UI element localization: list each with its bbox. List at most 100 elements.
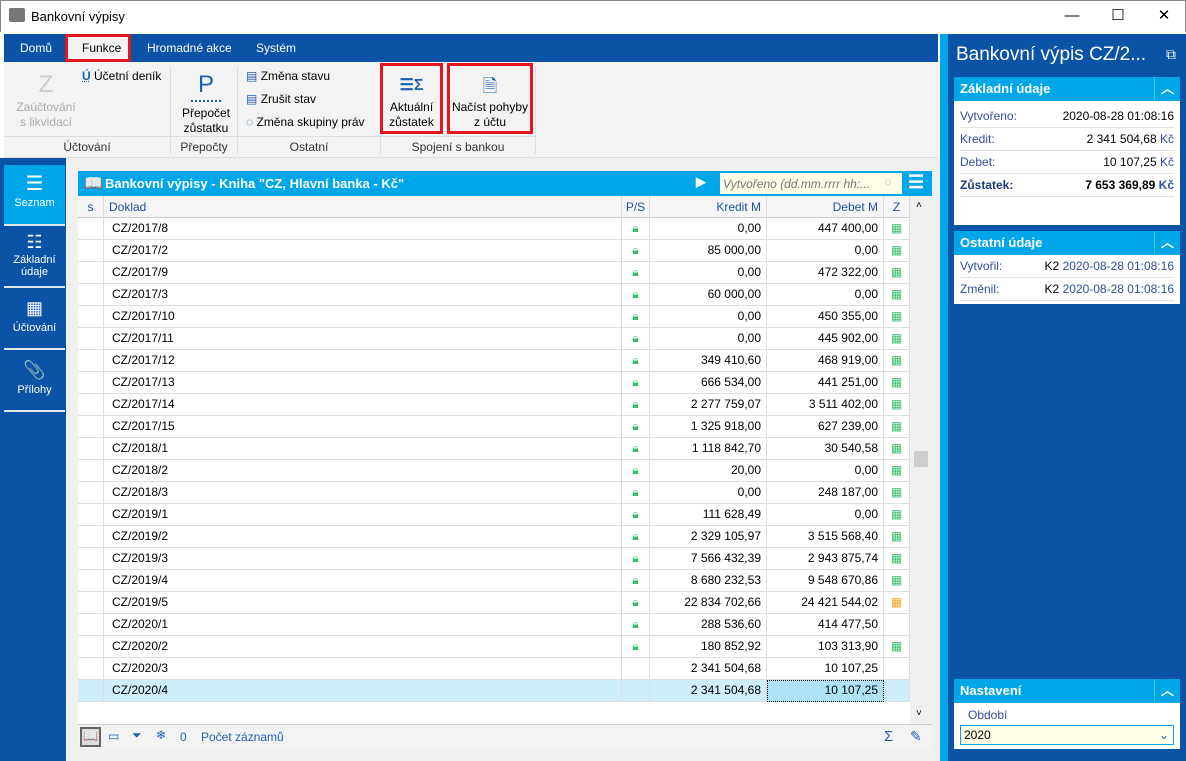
panel-splitter[interactable] [940, 34, 948, 761]
table-row[interactable]: CZ/2017/15 🔒︎ 1 325 918,00 627 239,00 ▦ [78, 416, 910, 438]
cell-z: ▦ [884, 438, 910, 460]
scroll-up-icon[interactable]: ˄ [916, 200, 922, 211]
zmenil-value: 2020-08-28 01:08:16 [1062, 282, 1174, 296]
table-row[interactable]: CZ/2018/1 🔒︎ 1 118 842,70 30 540,58 ▦ [78, 438, 910, 460]
aktualni-zustatek-button[interactable]: ☰Σ Aktuální zůstatek [380, 63, 443, 134]
zmena-stavu-button[interactable]: ▤ Změna stavu [246, 69, 331, 83]
cell-kredit: 288 536,60 [650, 614, 767, 636]
cell-kredit: 0,00 [650, 306, 767, 328]
user: K2 [1044, 259, 1060, 273]
tab-funkce[interactable]: Funkce [65, 34, 131, 62]
minimize-button[interactable]: — [1064, 7, 1080, 24]
filter-icon[interactable]: ⏷ [132, 728, 142, 742]
cell-debet: 441 251,00 [767, 372, 884, 394]
hamburger-menu-icon[interactable]: ☰ [908, 172, 925, 192]
cell-z: ▦ [884, 372, 910, 394]
record-count-button[interactable]: Počet záznamů [201, 730, 284, 744]
cell-s [78, 416, 104, 438]
cell-ps: 🔒︎ [622, 284, 650, 306]
col-header-doklad[interactable]: Doklad [104, 196, 622, 218]
col-header-kredit[interactable]: Kredit M [650, 196, 767, 218]
zrusit-stav-button[interactable]: ▤ Zrušit stav [246, 92, 317, 106]
grid-title-bar: 📖 Bankovní výpisy - Kniha "CZ, Hlavní ba… [78, 171, 932, 196]
obdobi-select[interactable]: 2020 ⌄ [960, 725, 1174, 745]
table-row[interactable]: CZ/2018/2 🔒︎ 20,00 0,00 ▦ [78, 460, 910, 482]
tab-domu[interactable]: Domů [20, 41, 53, 55]
table-row[interactable]: CZ/2020/4 2 341 504,68 10 107,25 [78, 680, 910, 702]
nav-seznam[interactable]: ☰ Seznam [4, 165, 65, 226]
table-row[interactable]: CZ/2019/4 🔒︎ 8 680 232,53 9 548 670,86 ▦ [78, 570, 910, 592]
zmena-skupiny-prav-button[interactable]: ◌ Změna skupiny práv [246, 115, 365, 129]
cell-doklad: CZ/2020/1 [104, 614, 622, 636]
close-button[interactable]: ✕ [1157, 7, 1171, 24]
snowflake-icon[interactable]: ❄ [156, 728, 167, 742]
edit-icon[interactable]: ✎ [910, 728, 922, 744]
cell-ps: 🔒︎ [622, 328, 650, 350]
archive-icon[interactable]: ▭ [108, 729, 120, 743]
table-row[interactable]: CZ/2017/10 🔒︎ 0,00 450 355,00 ▦ [78, 306, 910, 328]
sum-icon[interactable]: Σ [884, 728, 894, 745]
prepocet-zustatku-button[interactable]: P Přepočet zůstatku [181, 70, 231, 135]
table-row[interactable]: CZ/2019/5 🔒︎ 22 834 702,66 24 421 544,02… [78, 592, 910, 614]
collapse-icon[interactable]: ︿ [1154, 679, 1180, 703]
cell-z: ▦ [884, 504, 910, 526]
detail-title: Bankovní výpis CZ/2... [956, 44, 1147, 65]
table-row[interactable]: CZ/2017/14 🔒︎ 2 277 759,07 3 511 402,00 … [78, 394, 910, 416]
cell-z: ▦ [884, 548, 910, 570]
table-row[interactable]: CZ/2019/3 🔒︎ 7 566 432,39 2 943 875,74 ▦ [78, 548, 910, 570]
cell-s [78, 438, 104, 460]
maximize-button[interactable]: ☐ [1111, 7, 1125, 24]
table-row[interactable]: CZ/2017/3 🔒︎ 60 000,00 0,00 ▦ [78, 284, 910, 306]
table-row[interactable]: CZ/2017/12 🔒︎ 349 410,60 468 919,00 ▦ [78, 350, 910, 372]
collapse-icon[interactable]: ︿ [1154, 231, 1180, 255]
table-row[interactable]: CZ/2018/3 🔒︎ 0,00 248 187,00 ▦ [78, 482, 910, 504]
table-row[interactable]: CZ/2019/1 🔒︎ 111 628,49 0,00 ▦ [78, 504, 910, 526]
scroll-down-icon[interactable]: ˅ [916, 708, 922, 719]
scrollbar[interactable]: ˄ ˅ [910, 196, 932, 724]
scrollbar-thumb[interactable] [914, 451, 928, 467]
cell-s [78, 592, 104, 614]
ucetni-denik-button[interactable]: Ú Účetní deník [82, 69, 162, 83]
col-header-s[interactable]: s [78, 196, 104, 218]
cell-debet: 447 400,00 [767, 218, 884, 240]
table-row[interactable]: CZ/2017/13 🔒︎ 666 534,00 441 251,00 ▦ [78, 372, 910, 394]
play-dropdown-icon[interactable]: ▶ [696, 174, 706, 189]
book-view-icon[interactable]: 📖 [80, 727, 101, 747]
table-row[interactable]: CZ/2017/2 🔒︎ 85 000,00 0,00 ▦ [78, 240, 910, 262]
cell-ps: 🔒︎ [622, 526, 650, 548]
cell-s [78, 240, 104, 262]
tab-hromadne-akce[interactable]: Hromadné akce [147, 41, 232, 55]
cell-kredit: 666 534,00 [650, 372, 767, 394]
nav-zakladni-udaje[interactable]: ☷ Základní údaje [4, 226, 65, 288]
calculator-icon: ▦ [890, 309, 903, 323]
p-icon: P [191, 70, 221, 102]
table-row[interactable]: CZ/2020/2 🔒︎ 180 852,92 103 313,90 ▦ [78, 636, 910, 658]
col-header-z[interactable]: Z [884, 196, 910, 218]
tab-system[interactable]: Systém [256, 41, 297, 55]
lock-icon: 🔒︎ [632, 265, 639, 279]
calculator-icon: ▦ [890, 221, 903, 235]
cell-s [78, 394, 104, 416]
col-header-debet[interactable]: Debet M [767, 196, 884, 218]
search-input[interactable] [720, 173, 902, 194]
table-row[interactable]: CZ/2017/9 🔒︎ 0,00 472 322,00 ▦ [78, 262, 910, 284]
open-external-icon[interactable]: ⧉ [1166, 46, 1176, 62]
lock-icon: 🔒︎ [632, 397, 639, 411]
table-row[interactable]: CZ/2019/2 🔒︎ 2 329 105,97 3 515 568,40 ▦ [78, 526, 910, 548]
lock-icon: 🔒︎ [632, 551, 639, 565]
calculator-icon: ▦ [890, 485, 903, 499]
zauctovani-button[interactable]: Z Zaúčtování s likvidací [8, 70, 84, 130]
collapse-icon[interactable]: ︿ [1154, 77, 1180, 101]
cell-ps: 🔒︎ [622, 570, 650, 592]
cell-kredit: 0,00 [650, 328, 767, 350]
nacist-pohyby-button[interactable]: 🗎 Načíst pohyby z účtu [447, 63, 533, 134]
cell-doklad: CZ/2019/4 [104, 570, 622, 592]
nav-prilohy[interactable]: 📎 Přílohy [4, 350, 65, 412]
cell-debet: 0,00 [767, 284, 884, 306]
nav-uctovani[interactable]: ▦ Účtování [4, 288, 65, 350]
table-row[interactable]: CZ/2017/11 🔒︎ 0,00 445 902,00 ▦ [78, 328, 910, 350]
table-row[interactable]: CZ/2017/8 🔒︎ 0,00 447 400,00 ▦ [78, 218, 910, 240]
col-header-ps[interactable]: P/S [622, 196, 650, 218]
table-row[interactable]: CZ/2020/1 🔒︎ 288 536,60 414 477,50 [78, 614, 910, 636]
table-row[interactable]: CZ/2020/3 2 341 504,68 10 107,25 [78, 658, 910, 680]
